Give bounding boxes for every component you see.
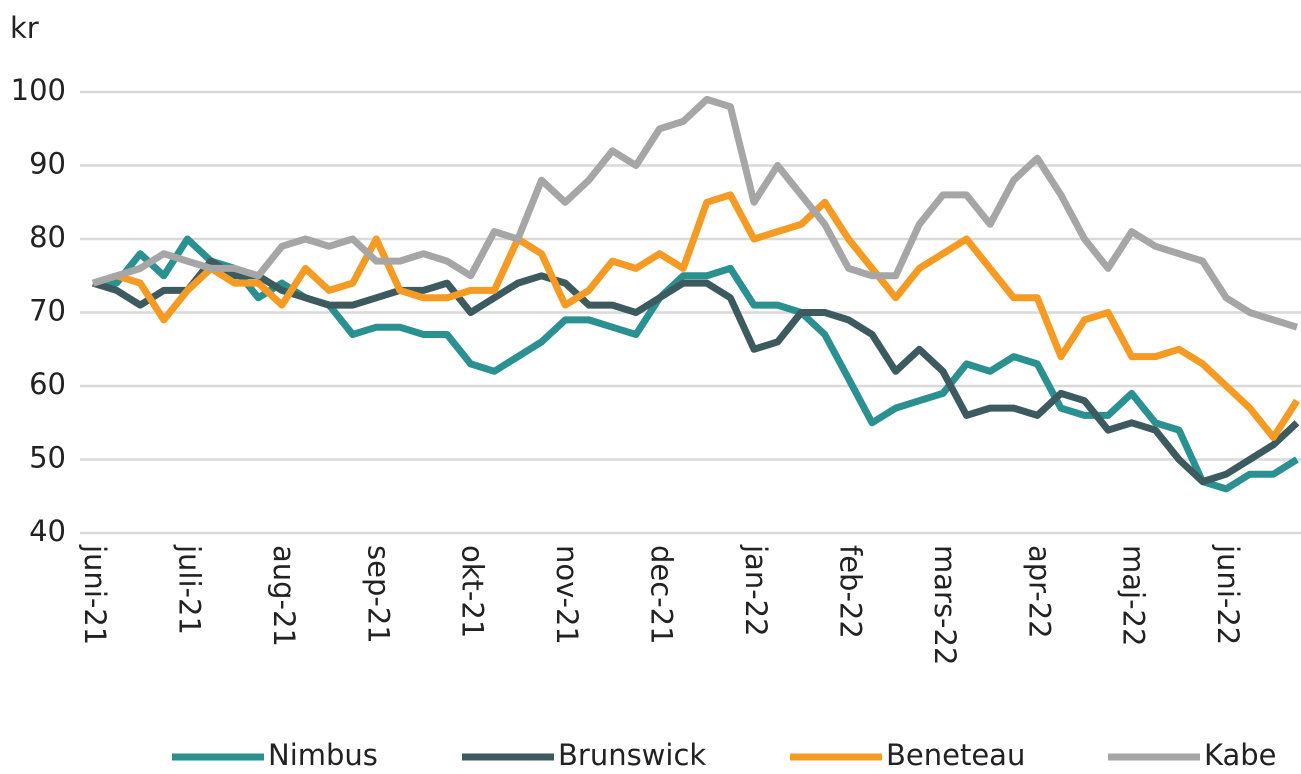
series-line xyxy=(91,95,1299,331)
x-tick-label: juli-21 xyxy=(172,544,206,635)
x-tick-label: maj-22 xyxy=(1117,545,1151,646)
y-axis-label: kr xyxy=(10,11,39,45)
x-tick-label: mars-22 xyxy=(928,545,962,665)
y-tick-label: 50 xyxy=(29,441,66,475)
x-tick-label: jan-22 xyxy=(739,544,773,637)
legend-label: Brunswick xyxy=(558,738,706,772)
x-tick-label: okt-21 xyxy=(456,545,490,638)
x-tick-label: nov-21 xyxy=(550,545,584,645)
y-tick-label: 60 xyxy=(29,367,66,401)
y-tick-label: 70 xyxy=(29,294,66,328)
x-tick-label: juni-22 xyxy=(1211,544,1245,645)
x-tick-label: feb-22 xyxy=(833,545,867,639)
y-tick-label: 40 xyxy=(29,514,66,548)
series-line xyxy=(93,235,1299,493)
x-tick-label: sep-21 xyxy=(361,545,395,644)
series-line xyxy=(91,257,1300,486)
legend-label: Nimbus xyxy=(268,738,378,772)
x-tick-label: juni-21 xyxy=(78,544,112,645)
series-line xyxy=(91,191,1300,441)
legend-label: Kabe xyxy=(1204,738,1277,772)
y-tick-label: 100 xyxy=(11,73,66,107)
x-tick-label: dec-21 xyxy=(645,545,679,645)
x-tick-label: apr-22 xyxy=(1022,545,1056,639)
legend-label: Beneteau xyxy=(886,738,1025,772)
y-tick-label: 90 xyxy=(29,147,66,181)
x-tick-label: aug-21 xyxy=(267,545,301,647)
y-tick-label: 80 xyxy=(29,220,66,254)
